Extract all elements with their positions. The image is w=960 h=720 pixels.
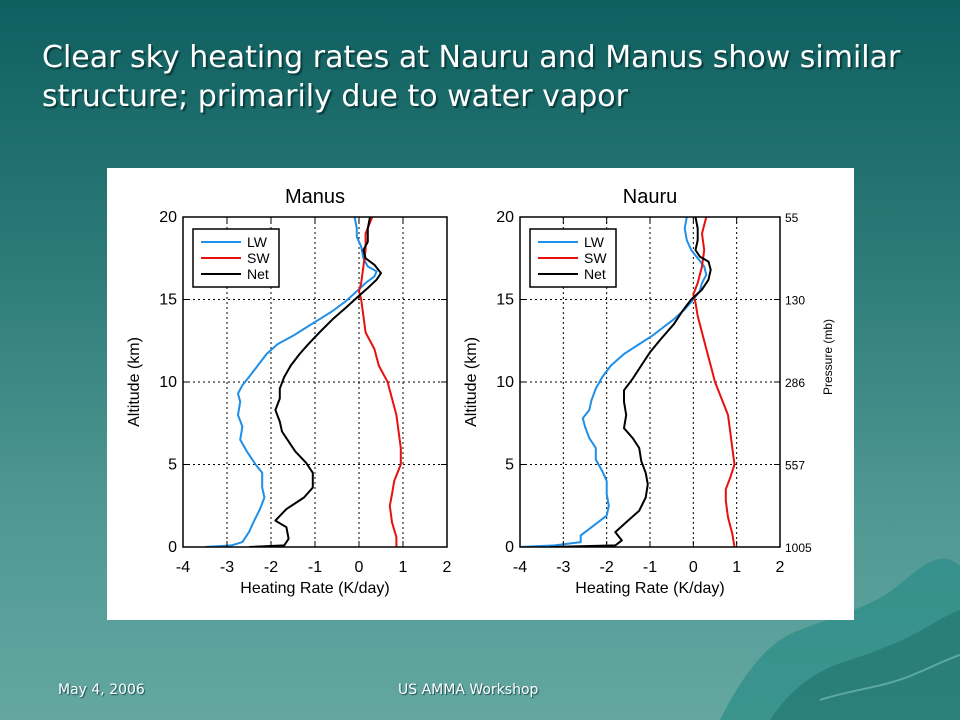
chart-title: Manus bbox=[285, 186, 345, 208]
x-tick-label: -2 bbox=[600, 559, 614, 576]
pressure-tick-label: 55 bbox=[785, 211, 799, 225]
pressure-tick-label: 130 bbox=[785, 294, 805, 308]
plot-panel: -4 -3 -2 -1 0 1 2 0 5 10 15 20 Manus Heating Rate (K/… bbox=[107, 168, 854, 620]
y-tick-label: 20 bbox=[159, 209, 177, 226]
y-tick-label: 0 bbox=[168, 539, 177, 556]
x-tick-label: -4 bbox=[513, 559, 527, 576]
footer-event: US AMMA Workshop bbox=[398, 682, 539, 698]
legend-label-sw: SW bbox=[584, 250, 607, 266]
chart-title: Nauru bbox=[623, 186, 677, 208]
pressure-axis-label: Pressure (mb) bbox=[821, 319, 835, 395]
x-tick-label: -2 bbox=[264, 559, 278, 576]
y-tick-label: 15 bbox=[159, 292, 177, 309]
pressure-tick-label: 286 bbox=[785, 376, 805, 390]
x-tick-label: -1 bbox=[643, 559, 657, 576]
series-line-lw bbox=[204, 217, 378, 547]
series-line-lw bbox=[520, 217, 708, 547]
y-tick-label: 20 bbox=[496, 209, 514, 226]
x-axis-label: Heating Rate (K/day) bbox=[240, 580, 389, 597]
x-tick-label: 1 bbox=[732, 559, 741, 576]
legend-label-sw: SW bbox=[247, 250, 270, 266]
x-tick-label: -3 bbox=[556, 559, 570, 576]
x-tick-label: 2 bbox=[443, 559, 452, 576]
y-tick-label: 10 bbox=[496, 374, 514, 391]
legend-label-net: Net bbox=[247, 266, 269, 282]
slide-title: Clear sky heating rates at Nauru and Man… bbox=[42, 40, 901, 114]
x-tick-label: 1 bbox=[399, 559, 408, 576]
x-tick-label: -1 bbox=[308, 559, 322, 576]
series-line-sw bbox=[692, 217, 736, 547]
series-line-net bbox=[248, 217, 382, 547]
legend-label-lw: LW bbox=[584, 234, 605, 250]
x-tick-label: -4 bbox=[176, 559, 190, 576]
y-axis-label: Altitude (km) bbox=[126, 337, 143, 427]
y-tick-label: 0 bbox=[505, 539, 514, 556]
series-line-net bbox=[550, 217, 712, 547]
legend-label-net: Net bbox=[584, 266, 606, 282]
x-tick-label: -3 bbox=[220, 559, 234, 576]
y-tick-label: 5 bbox=[168, 457, 177, 474]
pressure-tick-label: 557 bbox=[785, 459, 805, 473]
y-tick-label: 15 bbox=[496, 292, 514, 309]
pressure-tick-label: 1005 bbox=[785, 541, 812, 555]
x-tick-label: 0 bbox=[689, 559, 698, 576]
x-axis-label: Heating Rate (K/day) bbox=[575, 580, 724, 597]
legend-label-lw: LW bbox=[247, 234, 268, 250]
footer-date: May 4, 2006 bbox=[58, 682, 145, 698]
series-line-sw bbox=[358, 217, 402, 547]
y-tick-label: 10 bbox=[159, 374, 177, 391]
x-tick-label: 0 bbox=[355, 559, 364, 576]
y-axis-label: Altitude (km) bbox=[463, 337, 480, 427]
x-tick-label: 2 bbox=[776, 559, 785, 576]
y-tick-label: 5 bbox=[505, 457, 514, 474]
